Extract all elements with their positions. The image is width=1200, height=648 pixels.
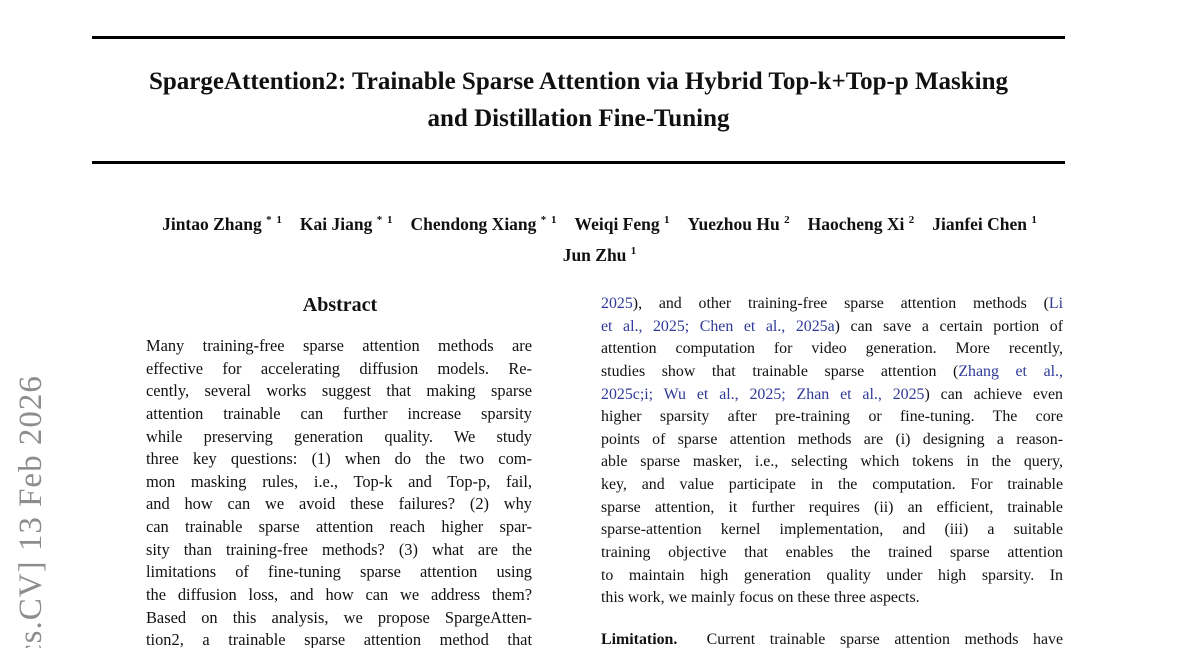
text-line: this work, we mainly focus on these thre… — [601, 587, 1063, 610]
author-name: Yuezhou Hu 2 — [687, 213, 791, 234]
text-run: sity than training-free methods? (3) wha… — [146, 539, 532, 559]
author-name: Jintao Zhang * 1 — [162, 213, 283, 234]
text-line: tion2, a trainable sparse attention meth… — [146, 629, 532, 648]
text-line: Many training-free sparse attention meth… — [146, 335, 532, 358]
citation-link[interactable]: Li — [1048, 295, 1063, 312]
text-line: attention trainable can further increase… — [146, 403, 532, 426]
author-affiliation-sup: * 1 — [376, 214, 394, 226]
text-line: sity than training-free methods? (3) wha… — [146, 539, 532, 562]
title-rule-top — [92, 36, 1065, 39]
author-line-1: Jintao Zhang * 1 Kai Jiang * 1 Chendong Xi… — [40, 207, 1160, 238]
text-line: higher sparsity after pre-training or fi… — [601, 406, 1063, 429]
text-line: et al., 2025; Chen et al., 2025a) can sa… — [601, 316, 1063, 339]
author-affiliation-sup: * 1 — [266, 214, 283, 226]
abstract-body: Many training-free sparse attention meth… — [146, 335, 532, 648]
author-line-2: Jun Zhu 1 — [40, 238, 1160, 269]
author-list: Jintao Zhang * 1 Kai Jiang * 1 Chendong Xi… — [40, 207, 1160, 269]
text-line: attention computation for video generati… — [601, 338, 1063, 361]
text-run: sparse attention, it further requires (i… — [601, 498, 1063, 516]
text-line: sparse attention, it further requires (i… — [601, 497, 1063, 520]
text-line: effective for accelerating diffusion mod… — [146, 358, 532, 381]
citation-link[interactable]: 2025c;i; Wu et al., 2025; Zhan et al., 2… — [601, 385, 925, 403]
text-line: three key questions: (1) when do the two… — [146, 448, 532, 471]
text-line: Limitation. Current trainable sparse att… — [601, 629, 1063, 648]
text-line: 2025c;i; Wu et al., 2025; Zhan et al., 2… — [601, 384, 1063, 407]
text-run: training objective that enables the trai… — [601, 544, 1063, 562]
text-run: higher sparsity after pre-training or fi… — [601, 408, 1063, 426]
paper-title: SpargeAttention2: Trainable Sparse Atten… — [92, 63, 1065, 137]
text-line: key, and value participate in the comput… — [601, 474, 1063, 497]
text-run: points of sparse attention methods are (… — [601, 430, 1063, 448]
text-line: limitations of fine-tuning sparse attent… — [146, 561, 532, 584]
author-name: Haocheng Xi 2 — [807, 213, 916, 234]
text-line: can trainable sparse attention reach hig… — [146, 516, 532, 539]
arxiv-watermark: cs.CV] 13 Feb 2026 — [13, 375, 49, 648]
text-run: cently, several works suggest that makin… — [146, 381, 532, 401]
text-line: training objective that enables the trai… — [601, 542, 1063, 565]
paper-title-line-1: SpargeAttention2: Trainable Sparse Atten… — [148, 68, 1009, 95]
text-run: while preserving generation quality. We … — [146, 426, 532, 446]
text-line: while preserving generation quality. We … — [146, 426, 532, 449]
author-affiliation-sup: 2 — [908, 214, 916, 226]
citation-link[interactable]: 2025 — [601, 295, 633, 312]
citation-link[interactable]: Zhang et al., — [958, 362, 1063, 380]
text-run: three key questions: (1) when do the two… — [146, 449, 532, 469]
text-run: mon masking rules, i.e., Top-k and Top-p… — [146, 471, 532, 491]
text-line: studies show that trainable sparse atten… — [601, 361, 1063, 384]
text-run: this work, we mainly focus on these thre… — [601, 589, 920, 607]
author-affiliation-sup: * 1 — [540, 214, 558, 226]
text-run: able sparse masker, i.e., selecting whic… — [601, 453, 1063, 471]
author-affiliation-sup: 2 — [784, 214, 791, 226]
author-affiliation-sup: 1 — [630, 244, 638, 257]
text-line: mon masking rules, i.e., Top-k and Top-p… — [146, 471, 532, 494]
author-affiliation-sup: 1 — [664, 214, 671, 226]
text-run: Current trainable sparse attention metho… — [677, 630, 1063, 648]
text-line: the diffusion loss, and how can we addre… — [146, 584, 532, 607]
text-line: points of sparse attention methods are (… — [601, 429, 1063, 452]
citation-link[interactable]: et al., 2025; Chen et al., 2025a — [601, 317, 835, 335]
author-name: Jianfei Chen 1 — [932, 213, 1038, 234]
author-name: Jun Zhu 1 — [562, 244, 638, 265]
right-column: 2025), and other training-free sparse at… — [601, 293, 1063, 648]
text-run: Based on this analysis, we propose Sparg… — [146, 607, 532, 627]
left-column: Abstract Many training-free sparse atten… — [120, 0, 560, 648]
text-run: can trainable sparse attention reach hig… — [146, 517, 532, 537]
author-name: Kai Jiang * 1 — [299, 213, 394, 234]
paper-title-line-2: and Distillation Fine-Tuning — [427, 105, 730, 132]
text-line: sparse-attention kernel implementation, … — [601, 519, 1063, 542]
text-run: to maintain high generation quality unde… — [601, 566, 1063, 584]
text-run: attention computation for video generati… — [601, 340, 1063, 358]
text-line: to maintain high generation quality unde… — [601, 565, 1063, 588]
text-run: Many training-free sparse attention meth… — [146, 336, 532, 355]
text-run: ) can achieve even — [924, 385, 1064, 403]
author-name: Chendong Xiang * 1 — [410, 213, 558, 234]
text-run: key, and value participate in the comput… — [601, 476, 1063, 494]
text-run: effective for accelerating diffusion mod… — [146, 358, 532, 378]
text-line: able sparse masker, i.e., selecting whic… — [601, 451, 1063, 474]
text-line: cently, several works suggest that makin… — [146, 380, 532, 403]
text-line: 2025), and other training-free sparse at… — [601, 293, 1063, 316]
text-run: ) can save a certain portion of — [834, 317, 1063, 335]
text-run: and how can we avoid these failures? (2)… — [146, 494, 532, 514]
abstract-heading: Abstract — [302, 294, 378, 316]
paragraph-label: Limitation. — [601, 630, 678, 648]
text-line: Based on this analysis, we propose Sparg… — [146, 607, 532, 630]
text-line: and how can we avoid these failures? (2)… — [146, 493, 532, 516]
text-run: the diffusion loss, and how can we addre… — [146, 585, 532, 605]
text-run: ), and other training-free sparse attent… — [632, 295, 1049, 312]
author-affiliation-sup: 1 — [1031, 214, 1038, 226]
text-run: tion2, a trainable sparse attention meth… — [146, 630, 532, 648]
text-run: studies show that trainable sparse atten… — [601, 362, 959, 380]
text-run: limitations of fine-tuning sparse attent… — [146, 562, 532, 582]
author-name: Weiqi Feng 1 — [574, 213, 671, 234]
text-run: attention trainable can further increase… — [146, 403, 532, 423]
title-rule-bottom — [92, 161, 1065, 164]
text-run: sparse-attention kernel implementation, … — [601, 521, 1063, 539]
